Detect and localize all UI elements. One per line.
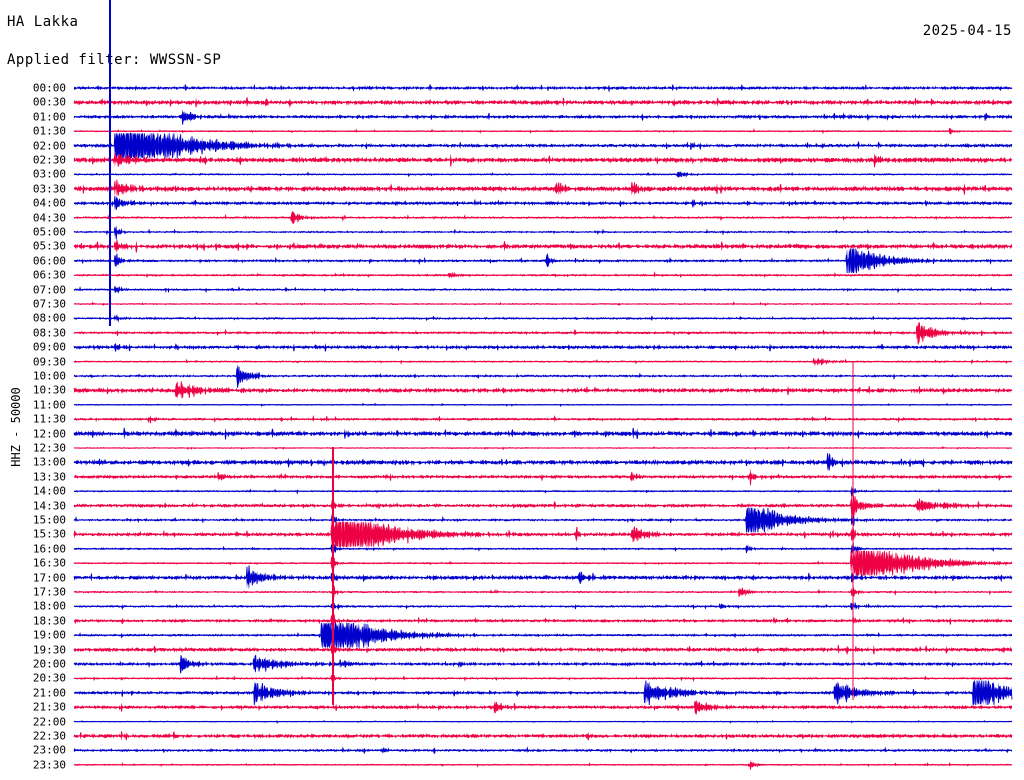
time-tick-label: 18:00: [32, 599, 66, 613]
time-tick-label: 20:00: [32, 657, 66, 671]
time-tick-label: 01:30: [32, 124, 66, 138]
time-tick-label: 08:30: [32, 326, 66, 340]
time-tick-label: 11:30: [32, 412, 66, 426]
trace-line: [73, 614, 1013, 625]
time-tick-label: 04:00: [32, 196, 66, 210]
trace-line: [73, 602, 1013, 612]
time-tick-label: 18:30: [32, 614, 66, 628]
trace-line: [73, 701, 1013, 715]
time-tick-label: 16:30: [32, 556, 66, 570]
time-tick-label: 14:30: [32, 499, 66, 513]
time-tick-label: 02:00: [32, 139, 66, 153]
time-tick-label: 19:30: [32, 643, 66, 657]
date-label: 2025-04-15: [922, 23, 1012, 39]
trace-line: [73, 471, 1013, 486]
time-tick-label: 19:00: [32, 628, 66, 642]
time-tick-label: 07:00: [32, 283, 66, 297]
time-tick-label: 23:00: [32, 743, 66, 757]
trace-line: [73, 565, 1013, 586]
trace-line: [73, 674, 1013, 683]
time-tick-label: 06:30: [32, 268, 66, 282]
trace-line: [73, 496, 1013, 518]
time-axis: 00:00 00:30 01:00 01:30 02:00 02:30 03:00 03:30…: [0, 0, 74, 780]
trace-line: [73, 111, 1013, 125]
time-tick-label: 12:00: [32, 427, 66, 441]
time-tick-label: 21:30: [32, 700, 66, 714]
time-tick-label: 11:00: [32, 398, 66, 412]
time-tick-label: 23:30: [32, 758, 66, 772]
time-tick-label: 04:30: [32, 211, 66, 225]
time-tick-label: 22:00: [32, 715, 66, 729]
time-tick-label: 03:30: [32, 182, 66, 196]
time-tick-label: 07:30: [32, 297, 66, 311]
trace-line: [73, 761, 1013, 770]
time-tick-label: 10:00: [32, 369, 66, 383]
time-tick-label: 21:00: [32, 686, 66, 700]
time-tick-label: 02:30: [32, 153, 66, 167]
trace-line: [73, 227, 1013, 240]
time-tick-label: 08:00: [32, 311, 66, 325]
station-name: HA Lakka: [7, 14, 79, 30]
trace-line: [73, 453, 1013, 471]
time-tick-label: 17:30: [32, 585, 66, 599]
time-tick-label: 09:00: [32, 340, 66, 354]
time-tick-label: 13:00: [32, 455, 66, 469]
trace-line: [73, 322, 1013, 345]
time-tick-label: 15:30: [32, 527, 66, 541]
time-tick-label: 05:30: [32, 239, 66, 253]
time-tick-label: 05:00: [32, 225, 66, 239]
time-tick-label: 20:30: [32, 671, 66, 685]
time-tick-label: 22:30: [32, 729, 66, 743]
time-tick-label: 01:00: [32, 110, 66, 124]
trace-line: [73, 366, 1013, 388]
trace-line: [73, 585, 1013, 598]
time-tick-label: 00:00: [32, 81, 66, 95]
time-tick-label: 12:30: [32, 441, 66, 455]
time-tick-label: 09:30: [32, 355, 66, 369]
time-tick-label: 15:00: [32, 513, 66, 527]
time-tick-label: 16:00: [32, 542, 66, 556]
time-tick-label: 06:00: [32, 254, 66, 268]
time-tick-label: 13:30: [32, 470, 66, 484]
time-tick-label: 00:30: [32, 95, 66, 109]
trace-line: [73, 486, 1013, 497]
time-tick-label: 17:00: [32, 571, 66, 585]
time-tick-label: 14:00: [32, 484, 66, 498]
time-tick-label: 10:30: [32, 383, 66, 397]
time-tick-label: 03:00: [32, 167, 66, 181]
